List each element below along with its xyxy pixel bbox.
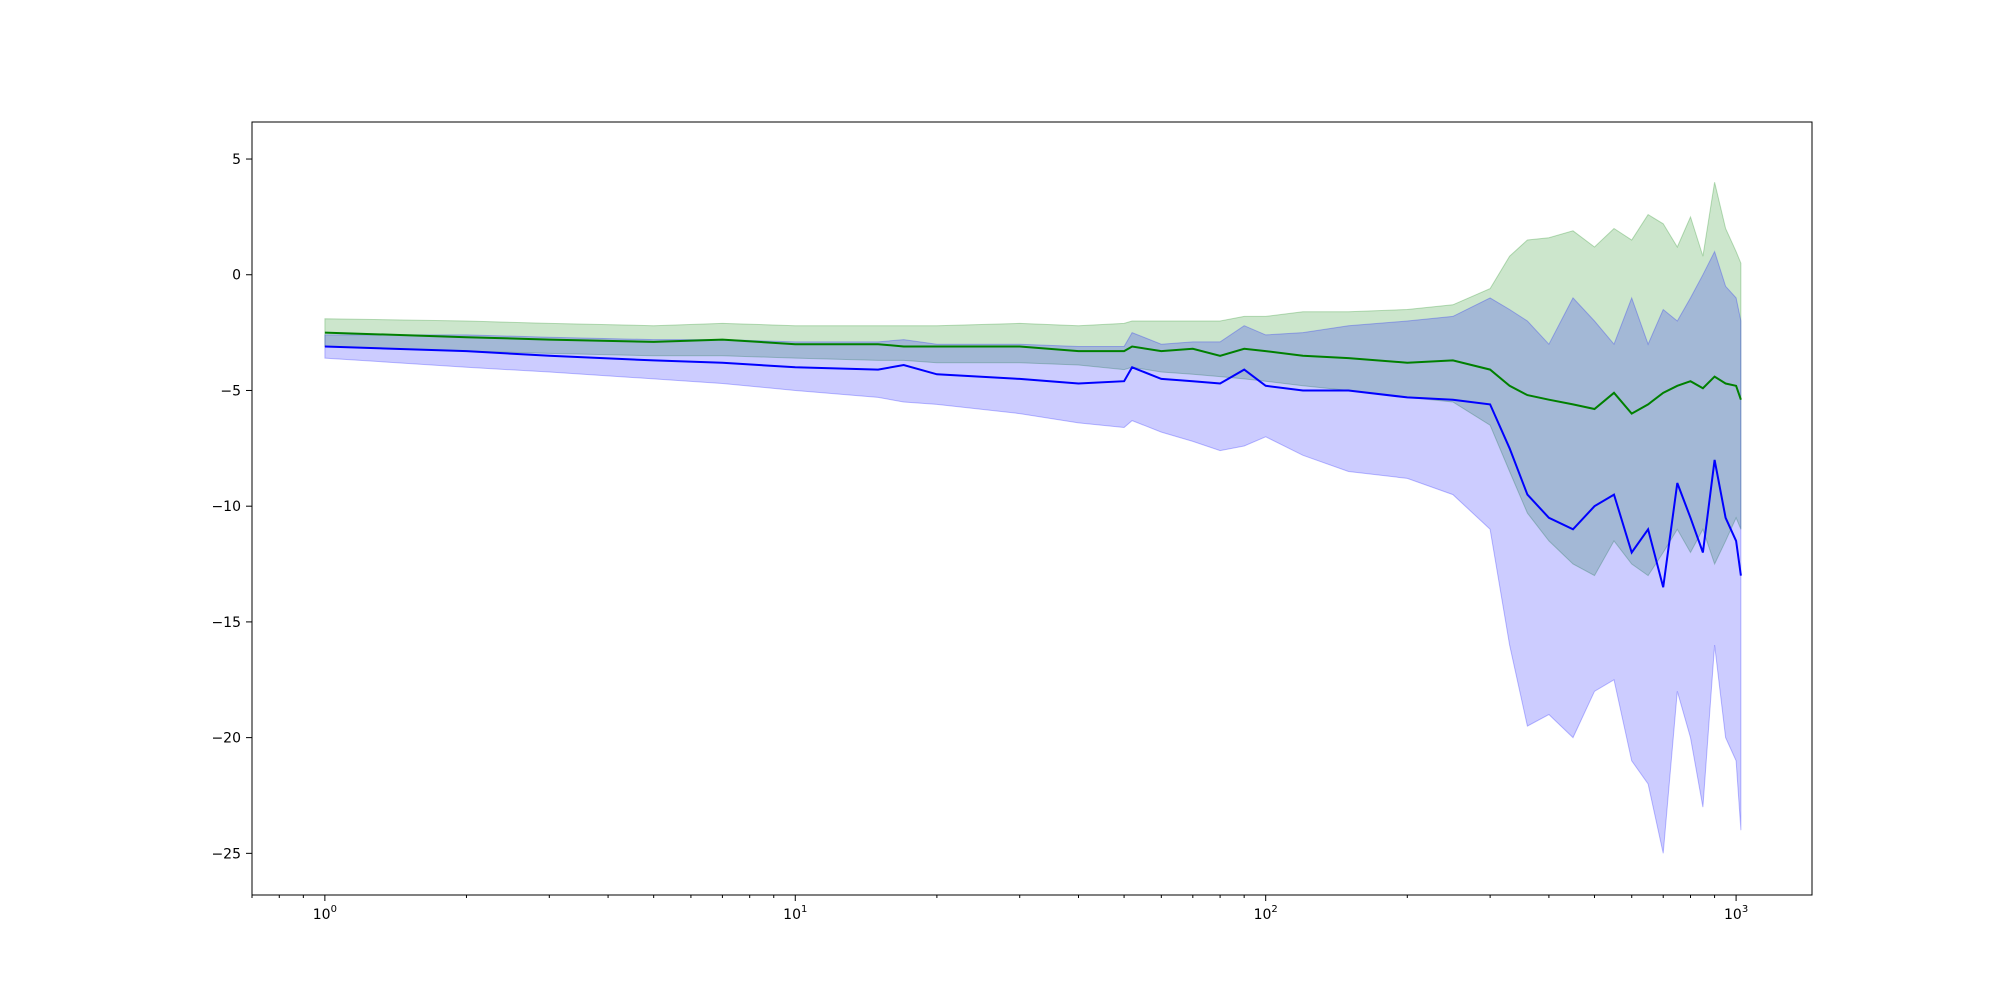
series-1-line bbox=[324, 345, 1742, 588]
x-tick-label: 100 bbox=[313, 904, 337, 923]
y-tick-label: −10 bbox=[211, 499, 241, 515]
series-1-band bbox=[324, 250, 1742, 854]
y-tick-label: 5 bbox=[232, 152, 241, 168]
y-tick-label: −15 bbox=[211, 615, 241, 631]
y-tick-label: −25 bbox=[211, 846, 241, 862]
x-tick-label: 101 bbox=[783, 904, 807, 923]
x-tick-label: 103 bbox=[1724, 904, 1748, 923]
y-tick-label: −20 bbox=[211, 731, 241, 747]
series-0-line bbox=[324, 331, 1742, 415]
plot-frame bbox=[251, 121, 1813, 896]
x-tick-label: 102 bbox=[1254, 904, 1278, 923]
line-layer bbox=[324, 331, 1742, 588]
y-tick-label: −5 bbox=[220, 383, 241, 399]
x-axis: 100 101 102 103 bbox=[251, 895, 1748, 923]
y-axis: 5 0 −5 −10 −15 −20 −25 bbox=[211, 152, 252, 862]
y-tick-label: 0 bbox=[232, 268, 241, 284]
